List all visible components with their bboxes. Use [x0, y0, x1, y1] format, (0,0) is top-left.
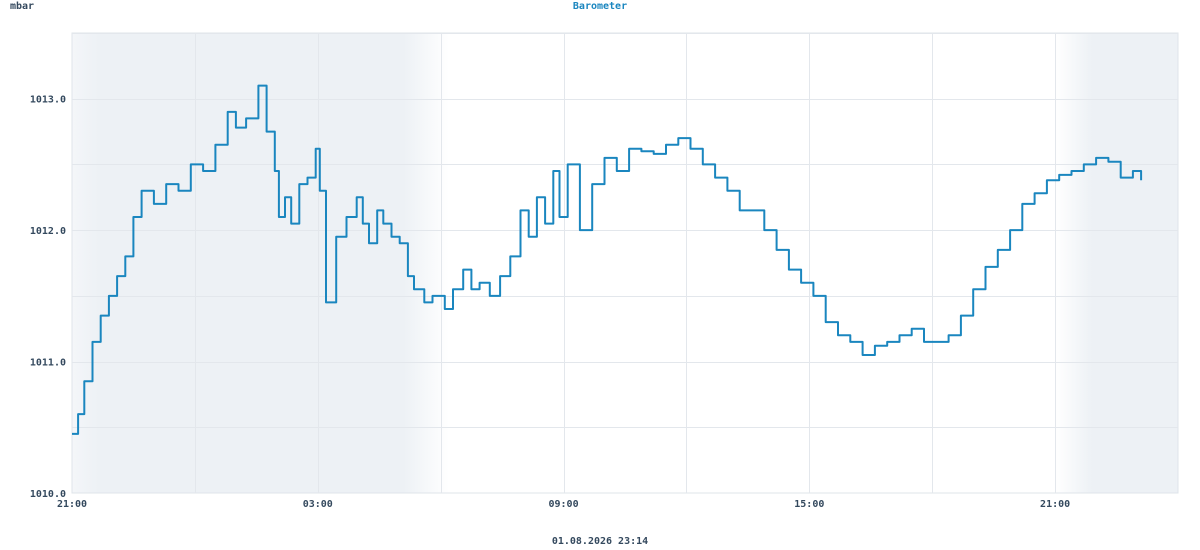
y-tick-label: 1010.0: [30, 489, 66, 500]
night-shading-band: [72, 33, 449, 493]
x-tick-label: 21:00: [1040, 499, 1070, 510]
x-tick-label: 21:00: [57, 499, 87, 510]
y-tick-label: 1012.0: [30, 226, 66, 237]
x-tick-label: 15:00: [794, 499, 824, 510]
pressure-series-line: [72, 84, 1143, 435]
y-axis-unit-label: mbar: [10, 1, 35, 12]
night-shading-band: [1055, 33, 1178, 493]
x-tick-label: 03:00: [303, 499, 333, 510]
y-tick-label: 1013.0: [30, 95, 66, 106]
chart-title: Barometer: [572, 1, 628, 12]
footer-timestamp: 01.08.2026 23:14: [551, 536, 649, 547]
y-tick-label: 1011.0: [30, 358, 66, 369]
x-tick-label: 09:00: [549, 499, 579, 510]
